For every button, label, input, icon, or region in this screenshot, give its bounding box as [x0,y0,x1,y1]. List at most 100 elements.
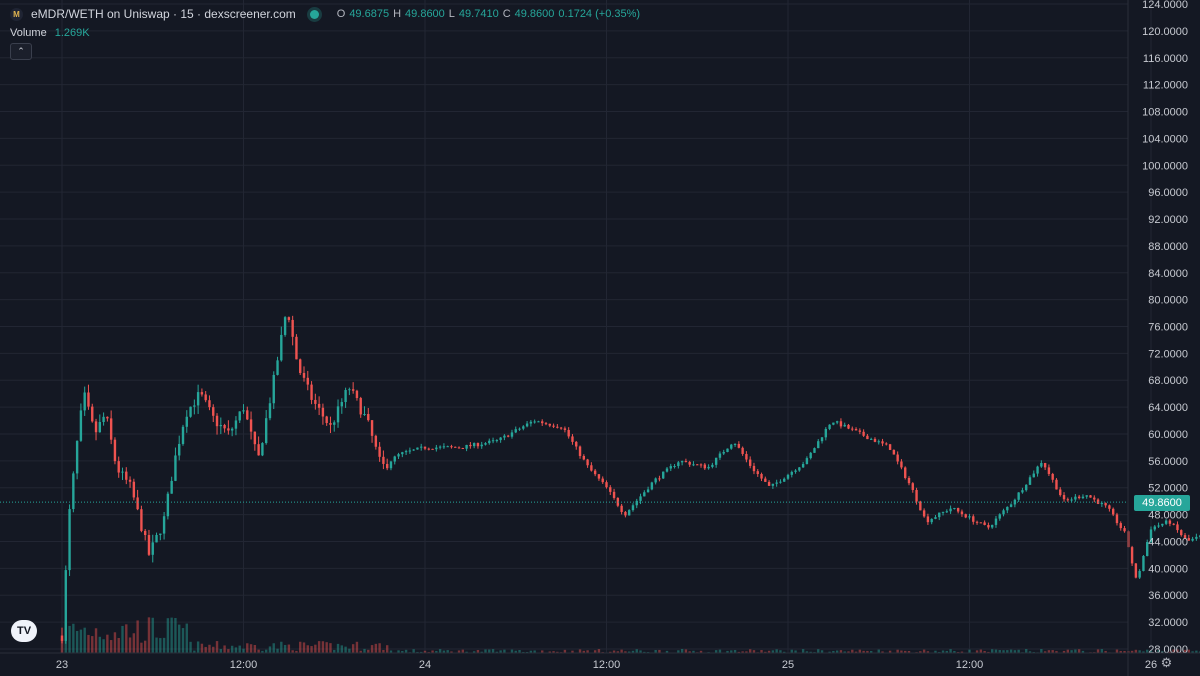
candle-body [174,455,177,481]
gear-icon[interactable]: ⚙ [1160,655,1173,670]
candle-body [1028,477,1032,485]
volume-bar [1047,650,1051,653]
volume-bar [72,623,75,653]
candle-body [941,511,945,513]
volume-bar [953,650,956,653]
tradingview-logo-icon[interactable]: TV [11,620,37,642]
candle-body [378,446,381,457]
candle-body [688,461,691,465]
candle-body [541,421,544,424]
candle-body [132,481,136,498]
candle-body [832,422,835,425]
volume-bar [900,650,903,653]
volume-bar [998,649,1001,653]
candle-body [756,471,759,475]
candle-body [885,443,888,445]
candle-body [435,447,438,450]
candle-body [669,466,672,469]
collapse-legend-button[interactable]: ⌃ [10,43,32,60]
change-value: 0.1724 (+0.35%) [558,8,641,20]
volume-bar [877,649,880,653]
price-axis[interactable]: 28.000032.000036.000040.000044.000048.00… [1127,0,1188,676]
candle-body [1070,499,1073,501]
candle-body [956,508,960,512]
chart-grid [0,0,1152,653]
x-tick-label: 12:00 [956,659,984,671]
time-axis[interactable]: 2312:002412:002512:002612:002712:002812:… [0,652,1200,671]
candle-body [835,421,839,423]
y-tick-label: 56.0000 [1148,456,1188,468]
candle-body [1055,479,1058,490]
volume-bar [745,651,748,653]
chart-title: eMDR/WETH on Uniswap · 15 · dexscreener.… [31,7,296,21]
volume-bar [310,646,313,653]
y-tick-label: 64.0000 [1148,402,1188,414]
candle-body [605,482,608,488]
candle-body [423,446,427,449]
volume-bar [582,650,586,653]
volume-bar [219,649,223,653]
volume-bar [1040,649,1043,653]
candle-body [389,461,393,469]
candle-body [314,399,317,404]
candle-body [1040,462,1043,467]
candle-body [295,336,298,360]
candle-body [72,473,75,510]
volume-bar [817,649,820,653]
candle-body [1047,467,1051,474]
candle-body [612,491,616,498]
candle-body [242,410,245,412]
candle-body [1172,523,1175,525]
volume-bar [442,650,446,653]
volume-bar [790,649,793,653]
candle-body [166,493,170,517]
volume-bar [484,649,487,653]
candle-body [212,407,215,416]
candle-body [627,510,631,516]
volume-bar [348,648,351,653]
volume-bar [1183,649,1187,653]
volume-bar [91,636,94,653]
candle-body [658,478,661,480]
candle-body [665,468,669,472]
volume-bar [503,649,506,653]
candle-body [344,390,347,403]
candle-body [178,443,181,456]
volume-bar [1146,649,1149,653]
volume-bar [106,634,109,653]
volume-bar [162,637,166,653]
candle-body [786,474,790,479]
volume-bar [291,650,294,653]
volume-bar [862,650,865,653]
open-value: 49.6875 [349,8,390,20]
candle-body [537,421,540,423]
volume-bar [760,650,763,653]
candle-body [465,444,468,449]
volume-bar [287,644,291,653]
volume-bar [571,650,574,653]
high-label: H [393,8,402,20]
candle-body [495,440,499,442]
volume-bar [1043,651,1047,653]
volume-bar [261,650,264,653]
candle-body [1149,529,1153,543]
candle-body [1006,506,1009,511]
candle-body [646,489,650,493]
candle-body [726,448,729,453]
volume-bar [306,645,309,653]
candle-body [1161,523,1164,526]
volume-bar [1123,651,1126,653]
y-tick-label: 80.0000 [1148,295,1188,307]
volume-bar [79,629,83,653]
candle-body [1051,473,1054,480]
candle-body [416,447,419,450]
volume-bar [329,643,332,653]
volume-bar [737,651,741,653]
volume-bar [302,642,306,653]
y-tick-label: 96.0000 [1148,187,1188,199]
volume-bar [128,637,132,653]
candle-body [601,478,604,483]
volume-bar [680,649,684,653]
volume-bar [1191,651,1194,653]
